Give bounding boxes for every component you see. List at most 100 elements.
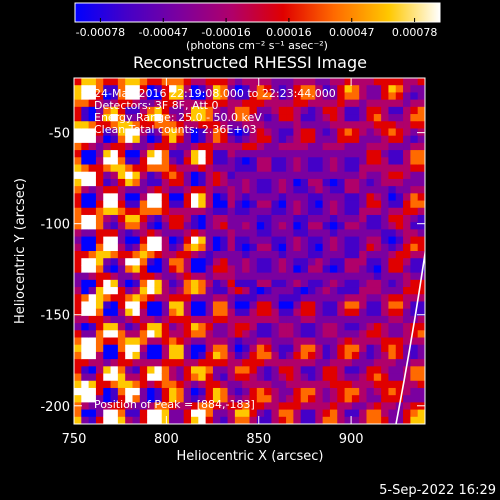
heatmap-pixel	[220, 366, 228, 374]
heatmap-pixel	[329, 258, 338, 266]
heatmap-pixel	[271, 272, 280, 281]
heatmap-pixel	[154, 387, 163, 396]
heatmap-pixel	[242, 186, 250, 194]
heatmap-pixel	[220, 272, 228, 281]
heatmap-pixel	[388, 251, 397, 259]
heatmap-pixel	[329, 171, 338, 180]
heatmap-pixel	[154, 186, 163, 194]
heatmap-pixel	[286, 402, 294, 410]
heatmap-pixel	[95, 114, 104, 122]
heatmap-pixel	[351, 258, 360, 266]
heatmap-pixel	[154, 402, 163, 410]
heatmap-pixel	[381, 193, 389, 201]
heatmap-pixel	[176, 178, 185, 187]
heatmap-pixel	[264, 337, 272, 346]
heatmap-pixel	[176, 135, 185, 144]
heatmap-pixel	[300, 315, 309, 324]
heatmap-pixel	[417, 92, 425, 101]
heatmap-pixel	[417, 171, 425, 180]
heatmap-pixel	[271, 351, 280, 360]
heatmap-pixel	[373, 207, 382, 216]
heatmap-pixel	[417, 78, 425, 86]
heatmap-pixel	[417, 330, 425, 338]
heatmap-pixel	[88, 373, 97, 382]
heatmap-pixel	[169, 193, 177, 201]
heatmap-pixel	[234, 135, 243, 144]
heatmap-pixel	[198, 171, 207, 180]
heatmap-pixel	[110, 135, 119, 144]
heatmap-pixel	[147, 344, 155, 353]
heatmap-pixel	[278, 359, 287, 367]
heatmap-pixel	[242, 323, 250, 331]
heatmap-pixel	[191, 315, 199, 324]
heatmap-pixel	[132, 402, 141, 410]
heatmap-pixel	[329, 106, 338, 115]
heatmap-pixel	[293, 135, 302, 144]
heatmap-pixel	[403, 366, 411, 374]
heatmap-pixel	[169, 301, 177, 310]
heatmap-pixel	[322, 402, 331, 410]
heatmap-pixel	[351, 402, 360, 410]
heatmap-pixel	[359, 236, 367, 245]
heatmap-pixel	[161, 351, 170, 360]
heatmap-pixel	[95, 395, 104, 403]
heatmap-pixel	[388, 294, 397, 302]
heatmap-pixel	[271, 78, 280, 86]
heatmap-pixel	[308, 92, 316, 101]
heatmap-pixel	[103, 402, 111, 410]
heatmap-pixel	[74, 135, 82, 144]
heatmap-pixel	[212, 416, 221, 424]
heatmap-pixel	[74, 279, 82, 288]
heatmap-pixel	[308, 229, 316, 237]
heatmap-pixel	[227, 243, 236, 252]
heatmap-pixel	[125, 279, 133, 288]
heatmap-pixel	[242, 214, 250, 223]
heatmap-pixel	[132, 121, 141, 129]
heatmap-pixel	[95, 258, 104, 266]
heatmap-pixel	[329, 301, 338, 310]
heatmap-pixel	[249, 128, 258, 137]
heatmap-pixel	[95, 92, 104, 101]
heatmap-pixel	[410, 287, 419, 295]
heatmap-pixel	[344, 142, 353, 151]
heatmap-pixel	[234, 265, 243, 274]
heatmap-pixel	[286, 380, 294, 389]
heatmap-pixel	[176, 92, 185, 101]
heatmap-pixel	[344, 229, 353, 237]
heatmap-pixel	[117, 186, 126, 194]
heatmap-pixel	[132, 359, 141, 367]
heatmap-pixel	[88, 308, 97, 317]
heatmap-pixel	[132, 409, 141, 418]
heatmap-pixel	[191, 294, 199, 302]
heatmap-pixel	[264, 150, 272, 158]
heatmap-pixel	[176, 409, 185, 418]
heatmap-pixel	[88, 121, 97, 129]
heatmap-pixel	[117, 229, 126, 237]
heatmap-pixel	[205, 323, 214, 331]
heatmap-pixel	[81, 78, 90, 86]
heatmap-pixel	[103, 121, 111, 129]
heatmap-pixel	[359, 106, 367, 115]
heatmap-pixel	[403, 78, 411, 86]
heatmap-pixel	[300, 121, 309, 129]
heatmap-pixel	[169, 272, 177, 281]
heatmap-pixel	[329, 279, 338, 288]
heatmap-pixel	[212, 409, 221, 418]
heatmap-pixel	[227, 222, 236, 230]
heatmap-pixel	[410, 186, 419, 194]
heatmap-pixel	[249, 279, 258, 288]
heatmap-pixel	[227, 387, 236, 396]
heatmap-pixel	[293, 121, 302, 129]
heatmap-pixel	[337, 78, 345, 86]
heatmap-pixel	[337, 308, 345, 317]
heatmap-pixel	[139, 308, 148, 317]
heatmap-pixel	[220, 344, 228, 353]
heatmap-pixel	[198, 121, 207, 129]
heatmap-pixel	[322, 387, 331, 396]
heatmap-pixel	[359, 200, 367, 209]
heatmap-pixel	[373, 366, 382, 374]
heatmap-pixel	[264, 157, 272, 165]
heatmap-pixel	[308, 178, 316, 187]
heatmap-pixel	[110, 214, 119, 223]
heatmap-pixel	[271, 294, 280, 302]
